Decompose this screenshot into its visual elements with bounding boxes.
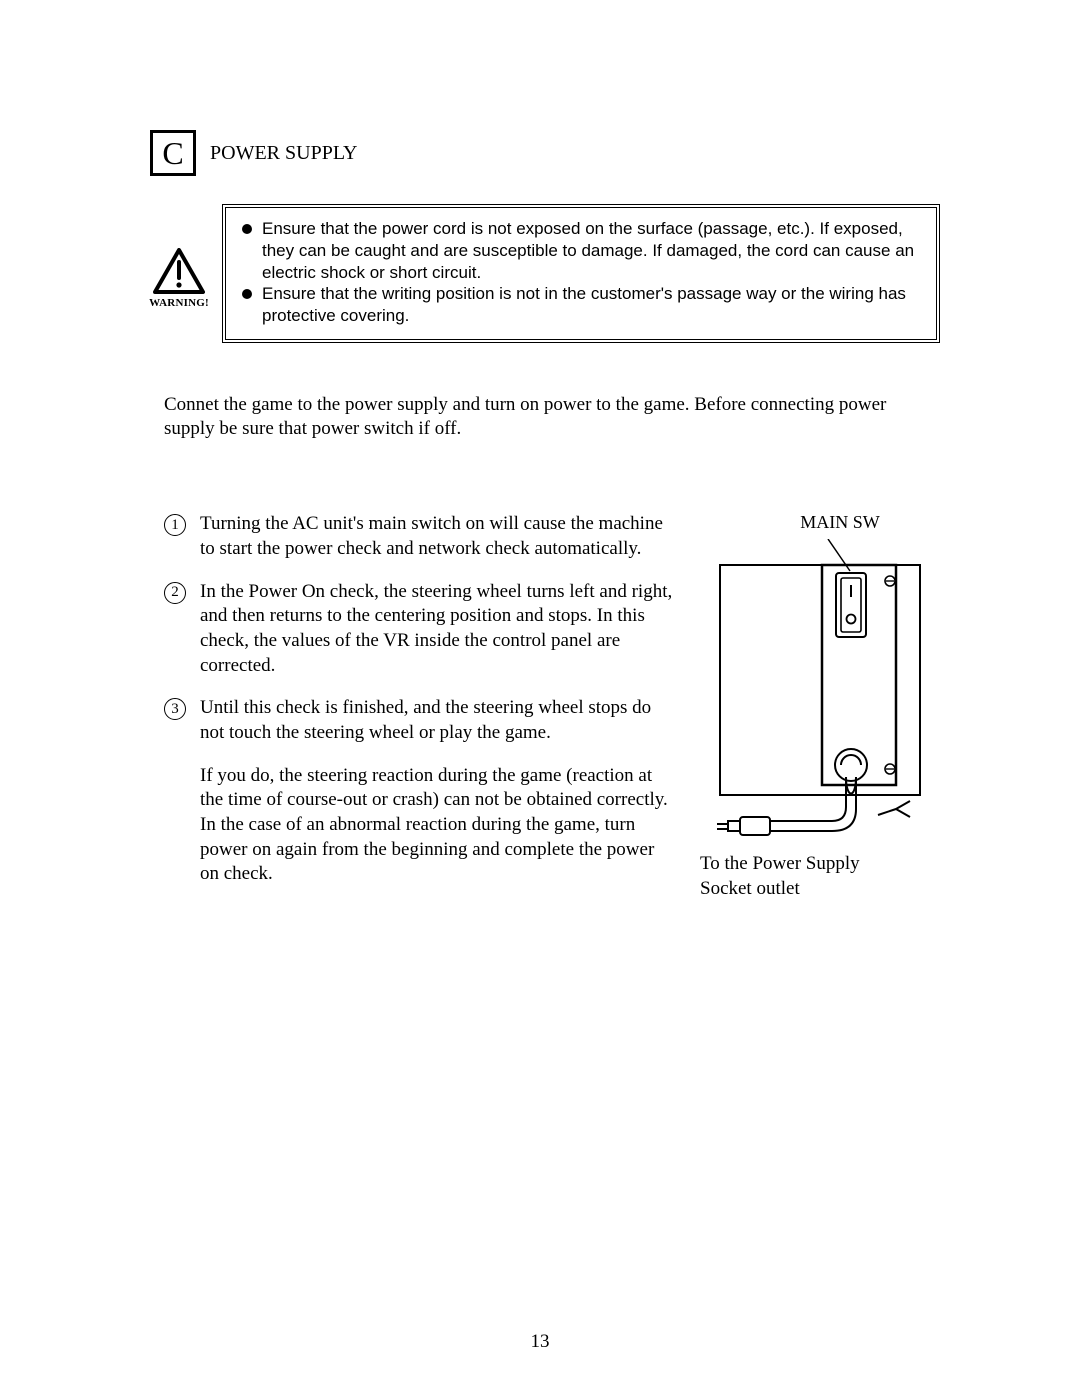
section-title: POWER SUPPLY [210,142,357,165]
intro-paragraph: Connet the game to the power supply and … [164,393,940,442]
warning-triangle-icon [153,248,205,294]
warning-label: WARNING! [149,297,209,309]
steps-column: 1 Turning the AC unit's main switch on w… [164,512,676,887]
step-number-badge: 1 [164,514,186,536]
step-text: In the Power On check, the steering whee… [200,580,676,679]
figure-caption: To the Power Supply Socket outlet [700,852,940,901]
step-item: 2 In the Power On check, the steering wh… [164,580,676,679]
figure-caption-line: To the Power Supply [700,853,860,874]
step-text: Until this check is finished, and the st… [200,696,676,745]
figure-caption-line: Socket outlet [700,878,800,899]
power-panel-diagram [700,539,940,839]
step-followup-paragraph: If you do, the steering reaction during … [200,764,676,887]
steps-and-figure-row: 1 Turning the AC unit's main switch on w… [164,512,940,901]
warning-item: Ensure that the power cord is not expose… [240,218,922,283]
section-letter-box: C [150,130,196,176]
warning-box: Ensure that the power cord is not expose… [222,204,940,343]
figure-column: MAIN SW [700,512,940,901]
figure-top-label: MAIN SW [740,512,940,533]
step-number-badge: 2 [164,582,186,604]
step-item: 3 Until this check is finished, and the … [164,696,676,745]
page-number: 13 [0,1331,1080,1353]
warning-block: WARNING! Ensure that the power cord is n… [150,204,940,343]
manual-page: C POWER SUPPLY WARNING! Ensure that the … [0,0,1080,1397]
step-number-badge: 3 [164,698,186,720]
warning-icon-column: WARNING! [150,204,208,343]
warning-item: Ensure that the writing position is not … [240,283,922,327]
step-text: Turning the AC unit's main switch on wil… [200,512,676,561]
step-item: 1 Turning the AC unit's main switch on w… [164,512,676,561]
section-header: C POWER SUPPLY [150,130,940,176]
